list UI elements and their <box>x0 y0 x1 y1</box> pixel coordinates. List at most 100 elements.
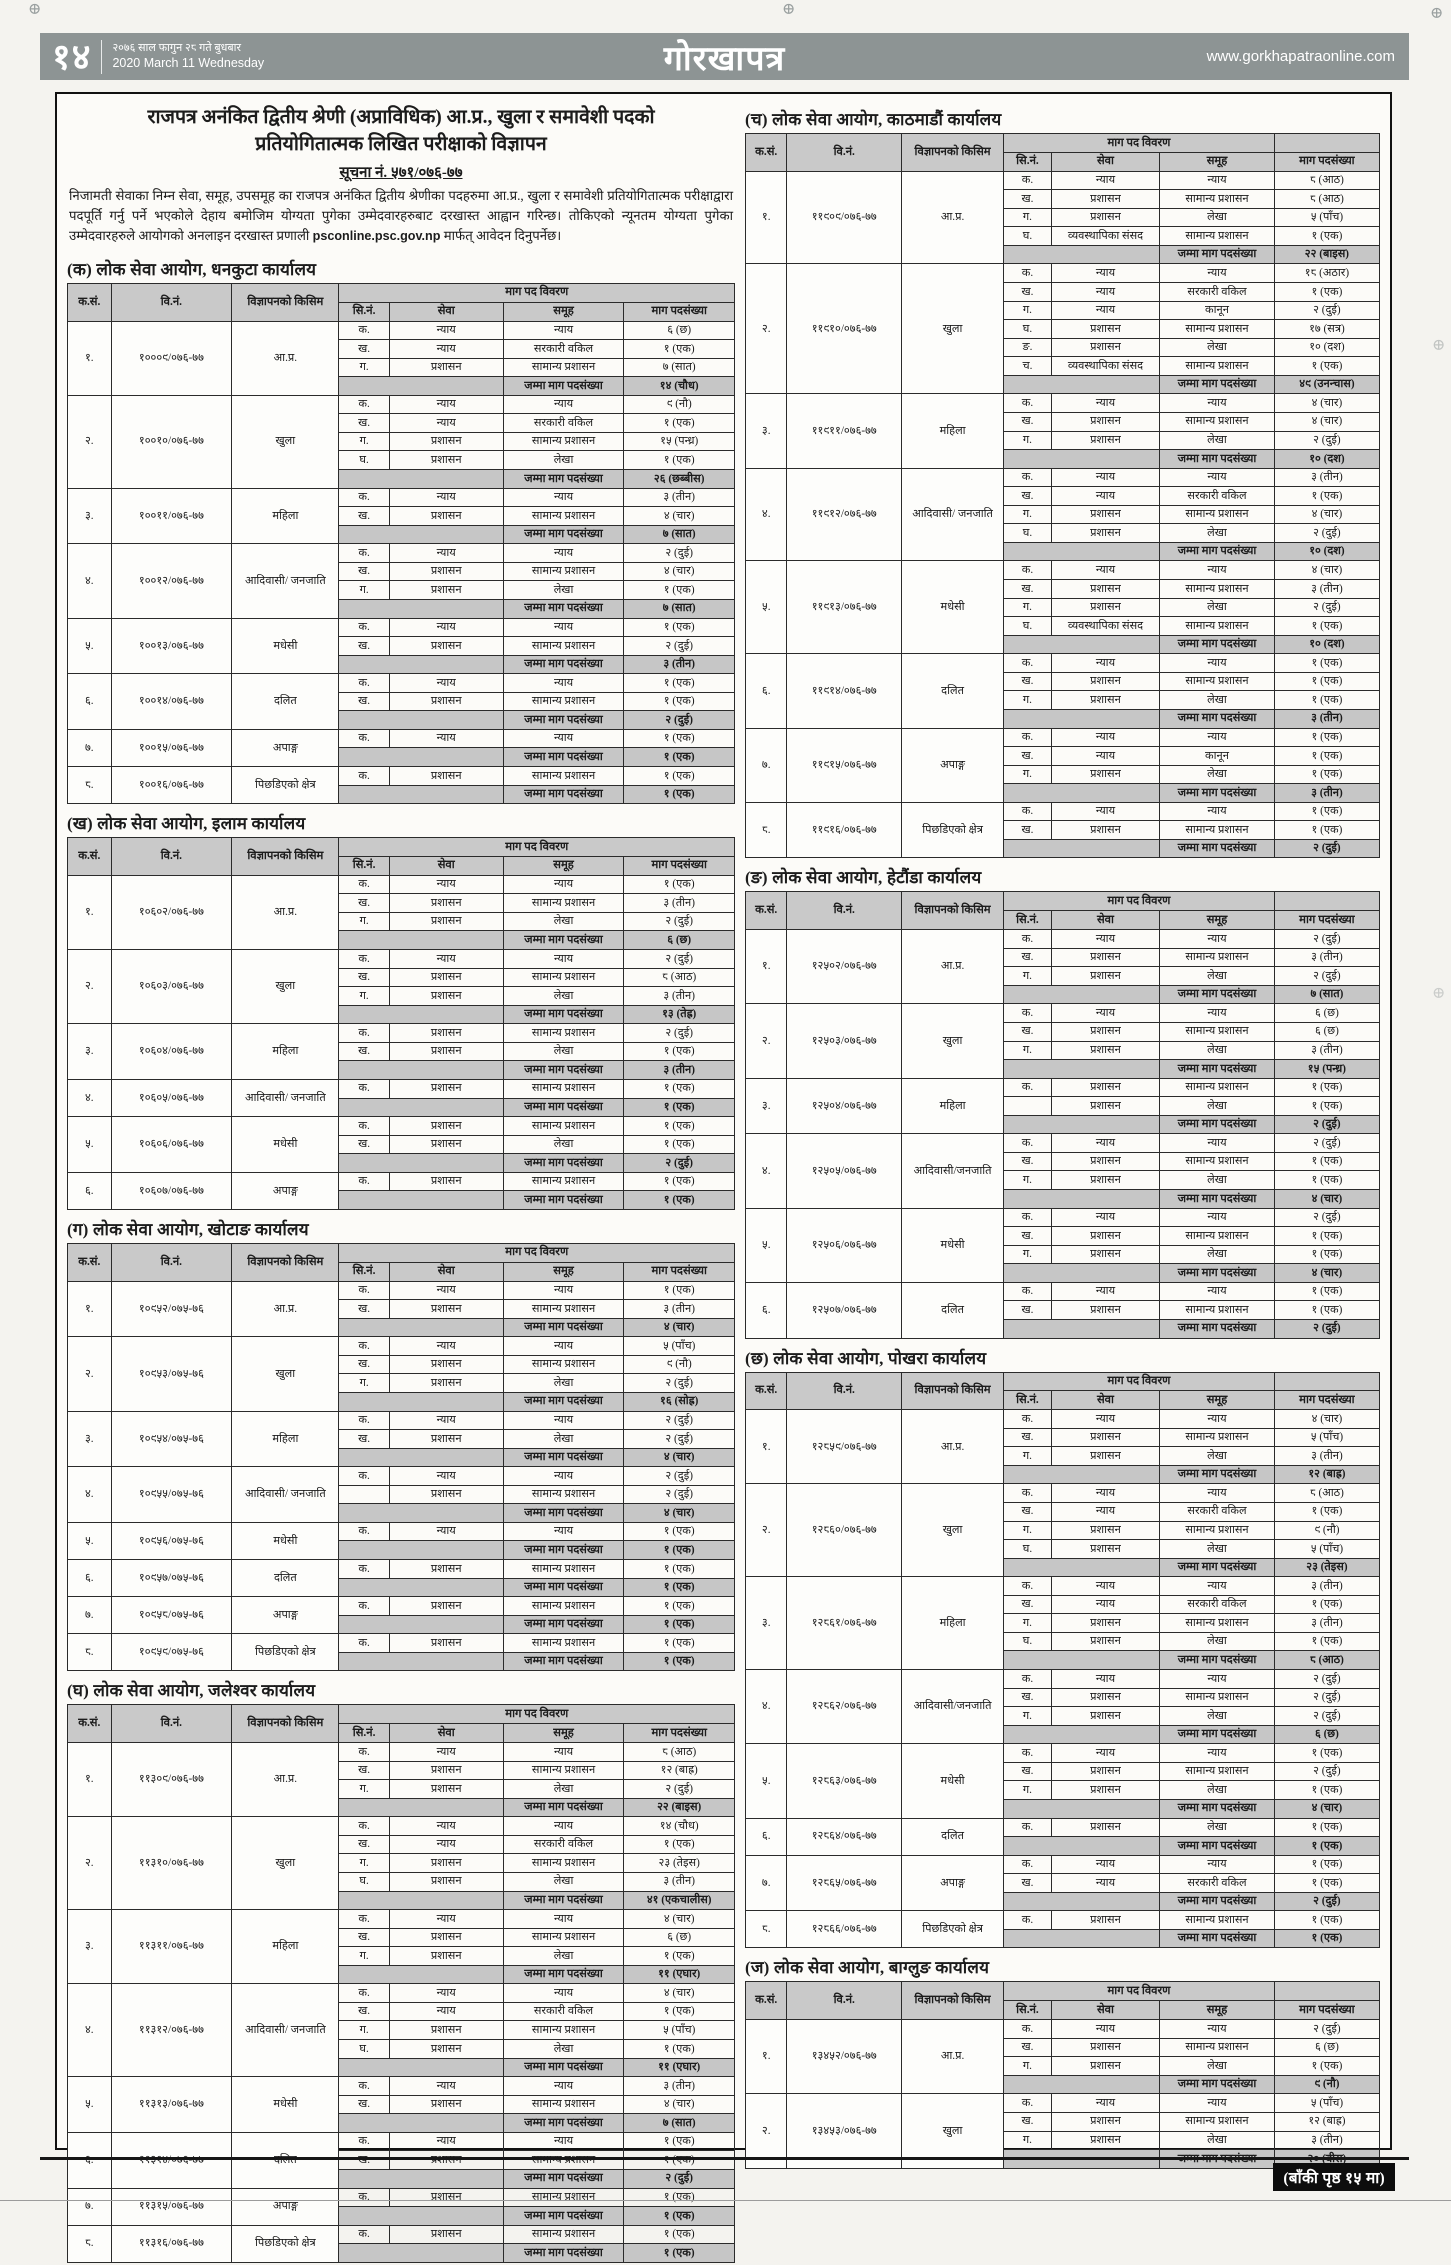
cell-advt: १२८६०/०७६-७७ <box>786 1483 903 1578</box>
cell-sub-sn: ख. <box>1003 1427 1052 1448</box>
cell-posts: ८ (आठ) <box>1273 170 1381 191</box>
cell-posts: ४ (चार) <box>623 506 735 526</box>
cell-posts: १ (एक) <box>623 580 735 600</box>
total-value: १ (एक) <box>1273 1836 1381 1856</box>
cell-posts: ५ (पाँच) <box>1273 207 1381 228</box>
cell-service: न्याय <box>1050 1281 1161 1302</box>
total-label: जम्मा माग पदसंख्या <box>1159 708 1275 729</box>
cell-advt: १०६०५/०७६-७७ <box>110 1078 233 1118</box>
cell-posts: २ (दुई) <box>623 1373 735 1393</box>
cell-service: प्रशासन <box>1050 2056 1161 2076</box>
cell-sub-sn: ख. <box>1003 486 1052 506</box>
cell-group: न्याय <box>1159 1133 1275 1153</box>
total-spacer <box>338 1447 504 1468</box>
total-label: जम्मा माग पदसंख्या <box>1159 449 1275 469</box>
cell-group: न्याय <box>502 394 625 415</box>
table-row: ख. प्रशासन सामान्य प्रशासन ६ (छ) <box>68 1927 735 1948</box>
cell-group: न्याय <box>1159 393 1275 413</box>
cell-sub-sn: ख. <box>338 1927 390 1948</box>
cell-sub-sn: क. <box>338 2131 390 2152</box>
cell-group: सामान्य प्रशासन <box>1159 1077 1275 1098</box>
total-label: जम्मा माग पदसंख्या <box>502 2113 625 2133</box>
cell-group: सरकारी वकिल <box>1159 1873 1275 1893</box>
cell-service: न्याय <box>1050 1133 1161 1153</box>
total-row: जम्मा माग पदसंख्या ७ (सात) <box>68 2113 735 2133</box>
total-value: २ (दुई) <box>1273 1318 1381 1339</box>
table-header-row: क.सं. वि.नं. विज्ञापनको किसिम माग पद विवरण <box>744 1371 1381 1411</box>
cell-posts: २ (दुई) <box>623 911 735 932</box>
total-spacer <box>338 1097 504 1118</box>
total-value: ३ (तीन) <box>623 654 735 675</box>
cell-sub-sn: ख. <box>338 1134 390 1155</box>
cell-advt: १०९५३/०७५-७६ <box>110 1336 233 1412</box>
col-header-service: सेवा <box>388 301 504 322</box>
continuation-badge: (बाँकी पृष्ठ १५ मा) <box>1273 2163 1395 2191</box>
cell-type: महिला <box>901 1576 1005 1671</box>
cell-posts: १ (एक) <box>1273 2056 1381 2076</box>
total-label: जम्मा माग पदसंख्या <box>502 654 625 675</box>
cell-service: प्रशासन <box>1050 690 1161 710</box>
cell-sub-sn: क. <box>1003 1576 1052 1596</box>
total-label: जम्मा माग पदसंख्या <box>1159 1318 1275 1339</box>
table-row: ३. ११९११/०७६-७७ महिला क. न्याय न्याय ४ (चार) <box>744 393 1381 469</box>
cell-service: प्रशासन <box>388 2224 504 2245</box>
total-spacer <box>338 1540 504 1561</box>
col-header-type: विज्ञापनको किसिम <box>231 282 340 322</box>
table-subheader-row: सि.नं. सेवा समूह माग पदसंख्या <box>746 2000 1381 2021</box>
cell-group: न्याय <box>1159 1281 1275 1302</box>
cell-group: लेखा <box>502 2039 625 2059</box>
cell-posts: १ (एक) <box>623 2001 735 2022</box>
total-value: ७ (सात) <box>623 524 735 545</box>
table-row: ख. प्रशासन सामान्य प्रशासन ६ (छ) <box>746 1021 1381 1042</box>
table-row: ४. १२५०५/०७६-७७ आदिवासी/जनजाति क. न्याय न्याय… <box>744 1133 1381 1209</box>
total-spacer <box>1003 541 1161 562</box>
table-row: ग. प्रशासन सामान्य प्रशासन ४ (चार) <box>746 504 1381 525</box>
table-row: घ. प्रशासन लेखा १ (एक) <box>68 450 735 471</box>
cell-sn: २. <box>67 1336 112 1412</box>
total-spacer <box>338 784 504 805</box>
total-label: जम्मा माग पदसंख्या <box>502 710 625 730</box>
cell-sub-sn: ख. <box>1003 947 1052 968</box>
cell-sub-sn: ग. <box>1003 1780 1052 1800</box>
cell-type: आदिवासी/ जनजाति <box>231 543 340 619</box>
cell-group: न्याय <box>1159 1743 1275 1763</box>
cell-group: सामान्य प्रशासन <box>1159 671 1275 692</box>
cell-sub-sn: क. <box>1003 393 1052 413</box>
cell-service: न्याय <box>1050 560 1161 581</box>
cell-posts: ९ (नौ) <box>1273 1520 1381 1541</box>
cell-posts: ५ (पाँच) <box>1273 2093 1381 2113</box>
cell-service: प्रशासन <box>1050 947 1161 968</box>
total-spacer <box>338 1577 504 1598</box>
cell-advt: ११३१६/०७६-७७ <box>110 2224 233 2263</box>
cell-posts: २३ (तेइस) <box>623 1853 735 1873</box>
cell-group: लेखा <box>1159 2056 1275 2076</box>
col-header-sn: क.सं. <box>744 891 788 931</box>
total-label: जम्मा माग पदसंख्या <box>1159 1059 1275 1079</box>
cell-sub-sn: ग. <box>338 1946 390 1966</box>
total-label: जम्मा माग पदसंख्या <box>502 1540 625 1561</box>
cell-service: प्रशासन <box>1050 207 1161 228</box>
cell-sub-sn: ख. <box>338 561 390 582</box>
table-row: ६. १०९५७/०७५-७६ दलित क. प्रशासन सामान्य प्रशा… <box>67 1559 735 1598</box>
cell-posts: ६ (छ) <box>623 1927 735 1948</box>
cell-type: पिछडिएको क्षेत्र <box>231 766 340 805</box>
table-row: ग. प्रशासन लेखा २ (दुई) <box>68 911 735 932</box>
cell-group: न्याय <box>1159 263 1275 284</box>
cell-group: लेखा <box>1159 1539 1275 1559</box>
total-row: जम्मा माग पदसंख्या २ (दुई) <box>746 1891 1381 1912</box>
table-row: ग. प्रशासन लेखा २ (दुई) <box>746 966 1381 986</box>
cell-type: आ.प्र. <box>231 874 340 951</box>
total-row: जम्मा माग पदसंख्या १ (एक) <box>68 1190 735 1210</box>
table-row: ख. प्रशासन सामान्य प्रशासन १ (एक) <box>746 1300 1381 1320</box>
cell-service: प्रशासन <box>388 636 504 656</box>
cell-sn: ४. <box>744 467 788 562</box>
total-label: जम्मा माग पदसंख्या <box>1159 838 1275 859</box>
total-value: १ (एक) <box>623 1577 735 1598</box>
cell-service: प्रशासन <box>1050 337 1161 358</box>
col-header-type: विज्ञापनको किसिम <box>901 1981 1005 2021</box>
cell-sub-sn: क. <box>338 2076 390 2096</box>
cell-service: प्रशासन <box>388 1927 504 1948</box>
cell-sub-sn: ग. <box>1003 2056 1052 2076</box>
cell-sn: ३. <box>744 393 788 469</box>
cell-service: न्याय <box>388 339 504 359</box>
